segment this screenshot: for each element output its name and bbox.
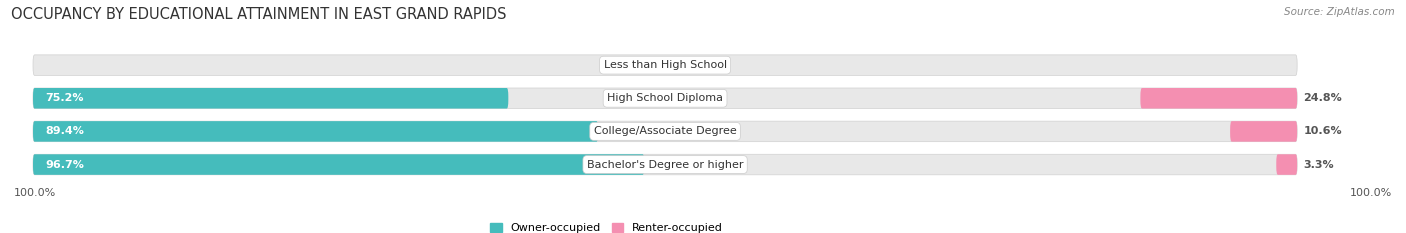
FancyBboxPatch shape <box>32 121 598 142</box>
Text: Bachelor's Degree or higher: Bachelor's Degree or higher <box>586 160 744 170</box>
FancyBboxPatch shape <box>32 154 644 175</box>
FancyBboxPatch shape <box>1140 88 1298 109</box>
Text: 10.6%: 10.6% <box>1303 127 1343 136</box>
Text: 24.8%: 24.8% <box>1303 93 1343 103</box>
Text: 75.2%: 75.2% <box>45 93 84 103</box>
Text: 96.7%: 96.7% <box>45 160 84 170</box>
Text: 0.0%: 0.0% <box>621 60 652 70</box>
FancyBboxPatch shape <box>32 88 509 109</box>
Text: College/Associate Degree: College/Associate Degree <box>593 127 737 136</box>
Text: 0.0%: 0.0% <box>678 60 709 70</box>
Text: 100.0%: 100.0% <box>1350 188 1392 199</box>
Text: OCCUPANCY BY EDUCATIONAL ATTAINMENT IN EAST GRAND RAPIDS: OCCUPANCY BY EDUCATIONAL ATTAINMENT IN E… <box>11 7 506 22</box>
Text: High School Diploma: High School Diploma <box>607 93 723 103</box>
FancyBboxPatch shape <box>32 154 1298 175</box>
Text: 89.4%: 89.4% <box>45 127 84 136</box>
Text: Source: ZipAtlas.com: Source: ZipAtlas.com <box>1284 7 1395 17</box>
Legend: Owner-occupied, Renter-occupied: Owner-occupied, Renter-occupied <box>491 223 723 233</box>
Text: 3.3%: 3.3% <box>1303 160 1334 170</box>
FancyBboxPatch shape <box>32 121 1298 142</box>
FancyBboxPatch shape <box>1277 154 1298 175</box>
Text: 100.0%: 100.0% <box>14 188 56 199</box>
FancyBboxPatch shape <box>32 55 1298 75</box>
FancyBboxPatch shape <box>32 88 1298 109</box>
FancyBboxPatch shape <box>1230 121 1298 142</box>
Text: Less than High School: Less than High School <box>603 60 727 70</box>
